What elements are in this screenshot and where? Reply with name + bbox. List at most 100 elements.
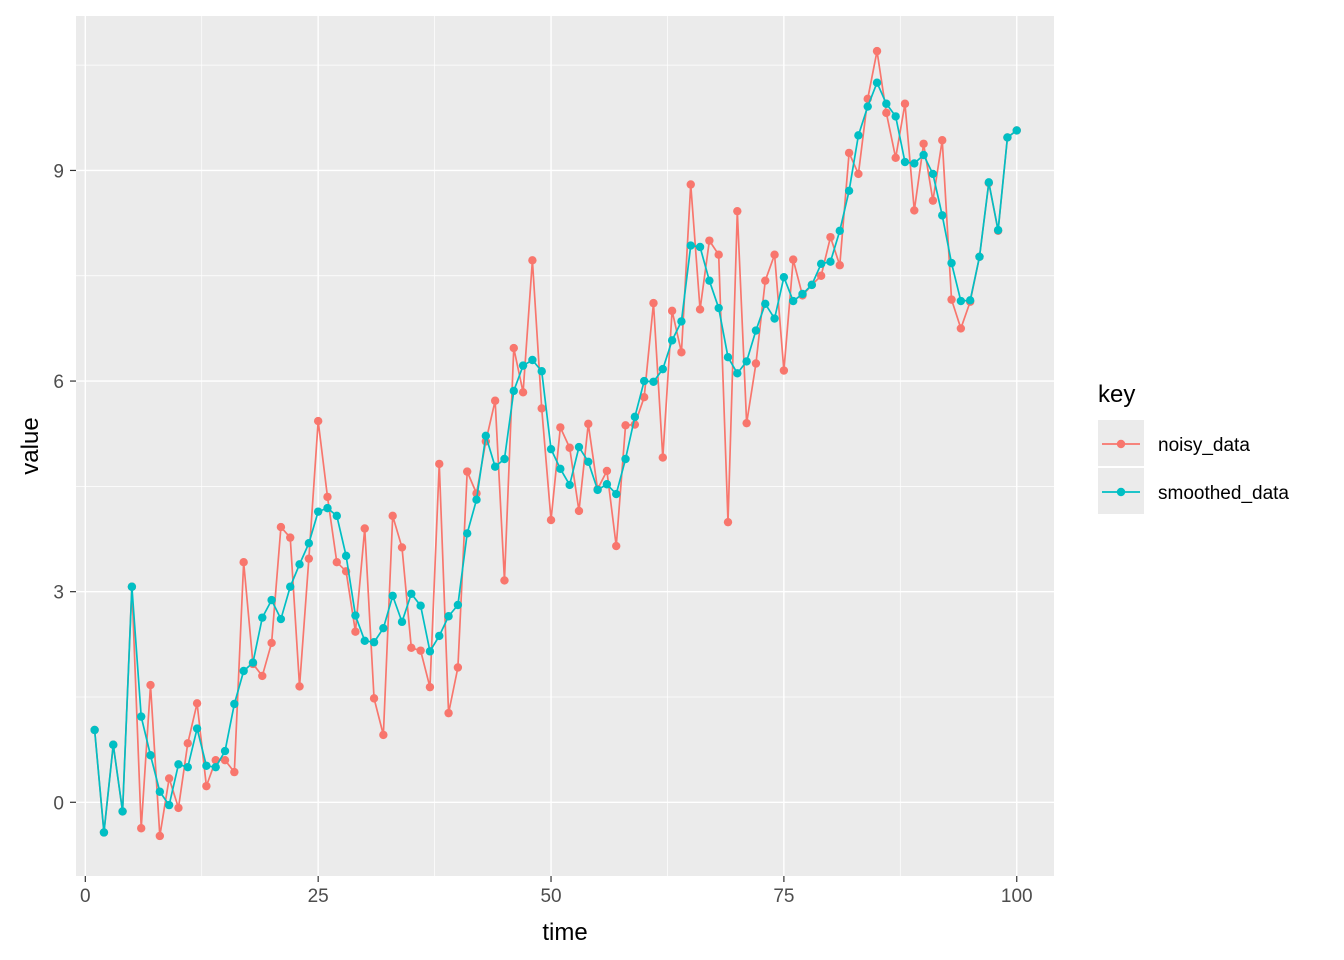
- data-point-smoothed_data: [695, 242, 705, 252]
- data-point-smoothed_data: [584, 457, 593, 466]
- data-point-noisy_data: [444, 708, 453, 718]
- data-point-noisy_data: [379, 730, 388, 740]
- data-point-noisy_data: [835, 261, 844, 270]
- data-point-noisy_data: [472, 489, 481, 498]
- data-point-noisy_data: [146, 680, 155, 690]
- data-point-smoothed_data: [276, 614, 286, 624]
- data-point-noisy_data: [537, 404, 546, 413]
- data-point-noisy_data: [695, 305, 705, 314]
- data-point-smoothed_data: [481, 431, 491, 441]
- data-point-smoothed_data: [630, 412, 640, 422]
- data-point-noisy_data: [137, 824, 146, 833]
- data-point-smoothed_data: [351, 611, 360, 620]
- legend: key noisy_data smoothed_data: [1098, 381, 1289, 514]
- y-axis-title: value: [17, 417, 44, 474]
- data-point-smoothed_data: [369, 638, 379, 647]
- data-point-noisy_data: [546, 515, 556, 525]
- series-line-noisy_data: [93, 50, 1018, 837]
- data-point-noisy_data: [323, 492, 332, 502]
- data-point-noisy_data: [882, 108, 891, 118]
- data-point-noisy_data: [956, 324, 966, 333]
- data-point-smoothed_data: [537, 367, 546, 376]
- data-point-smoothed_data: [910, 159, 919, 168]
- data-point-smoothed_data: [211, 762, 220, 772]
- series-line-smoothed_data: [93, 81, 1018, 834]
- data-point-smoothed_data: [947, 258, 956, 268]
- data-point-noisy_data: [425, 682, 435, 692]
- data-point-smoothed_data: [863, 102, 872, 111]
- data-point-smoothed_data: [993, 225, 1003, 235]
- y-tick-label: 3: [53, 583, 64, 604]
- x-axis-title: time: [542, 919, 587, 946]
- legend-label: smoothed_data: [1158, 483, 1289, 504]
- data-point-noisy_data: [826, 232, 835, 242]
- data-point-noisy_data: [518, 388, 528, 397]
- data-point-noisy_data: [164, 774, 174, 783]
- data-point-smoothed_data: [146, 751, 155, 760]
- data-point-smoothed_data: [844, 186, 854, 196]
- y-tick-label: 0: [53, 793, 64, 814]
- data-point-smoothed_data: [509, 386, 518, 396]
- data-point-smoothed_data: [612, 489, 621, 499]
- y-tick-label: 6: [53, 372, 64, 393]
- data-point-noisy_data: [192, 699, 202, 708]
- data-point-noisy_data: [332, 557, 341, 567]
- data-point-smoothed_data: [919, 150, 928, 160]
- data-point-noisy_data: [910, 206, 919, 215]
- data-point-smoothed_data: [239, 666, 248, 676]
- data-point-noisy_data: [872, 46, 882, 56]
- data-point-noisy_data: [258, 671, 267, 681]
- data-point-noisy_data: [388, 511, 397, 521]
- data-point-smoothed_data: [714, 303, 723, 313]
- data-point-smoothed_data: [872, 78, 882, 87]
- data-point-smoothed_data: [826, 257, 835, 266]
- data-point-smoothed_data: [435, 631, 444, 641]
- data-point-smoothed_data: [407, 589, 416, 598]
- data-point-noisy_data: [649, 298, 658, 308]
- data-point-smoothed_data: [267, 595, 276, 605]
- data-point-noisy_data: [621, 421, 630, 430]
- data-point-noisy_data: [947, 295, 956, 304]
- data-point-smoothed_data: [751, 326, 761, 335]
- data-point-smoothed_data: [416, 601, 425, 610]
- data-point-smoothed_data: [938, 211, 947, 220]
- data-point-smoothed_data: [332, 511, 341, 521]
- data-point-smoothed_data: [183, 762, 192, 772]
- legend-item-noisy_data: noisy_data: [1098, 420, 1250, 466]
- data-point-noisy_data: [639, 393, 649, 402]
- data-point-smoothed_data: [360, 636, 369, 646]
- data-point-noisy_data: [751, 359, 761, 368]
- data-point-smoothed_data: [686, 241, 695, 250]
- data-point-smoothed_data: [425, 647, 435, 656]
- data-point-smoothed_data: [639, 376, 649, 386]
- data-point-noisy_data: [155, 831, 165, 841]
- data-point-smoothed_data: [90, 725, 99, 735]
- data-point-noisy_data: [714, 250, 723, 259]
- data-point-noisy_data: [705, 236, 714, 245]
- data-point-smoothed_data: [286, 582, 295, 591]
- data-point-smoothed_data: [137, 712, 146, 721]
- data-point-smoothed_data: [155, 787, 165, 796]
- data-point-smoothed_data: [202, 761, 211, 770]
- data-point-smoothed_data: [323, 503, 332, 513]
- data-point-noisy_data: [416, 646, 425, 655]
- data-point-smoothed_data: [341, 551, 351, 561]
- data-point-noisy_data: [509, 343, 518, 353]
- data-point-smoothed_data: [528, 355, 537, 365]
- data-point-smoothed_data: [1012, 126, 1021, 135]
- data-point-smoothed_data: [220, 746, 230, 756]
- data-point-smoothed_data: [723, 352, 733, 362]
- data-point-smoothed_data: [677, 317, 686, 326]
- data-point-smoothed_data: [174, 760, 183, 769]
- data-point-smoothed_data: [1003, 133, 1012, 142]
- data-point-smoothed_data: [388, 591, 397, 601]
- grid-major: [76, 16, 1054, 876]
- y-tick-label: 9: [53, 161, 64, 182]
- data-point-noisy_data: [761, 276, 770, 285]
- data-point-smoothed_data: [444, 612, 453, 621]
- legend-title: key: [1098, 381, 1135, 408]
- x-tick-label: 25: [308, 886, 329, 907]
- legend-key-point: [1116, 487, 1126, 497]
- data-point-noisy_data: [584, 419, 593, 429]
